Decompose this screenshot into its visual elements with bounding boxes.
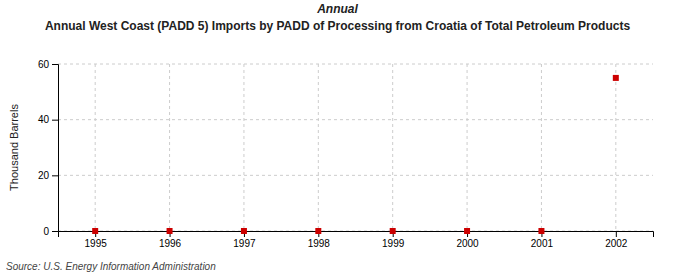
point xyxy=(390,228,396,234)
subtitle: Annual xyxy=(316,2,358,16)
y-tick-label: 0 xyxy=(43,226,49,237)
grid-line-y xyxy=(58,175,653,176)
grid-line-x xyxy=(95,64,96,231)
plot: 1995 1996 1997 1998 1999 2000 2001 2002 0 20 40 60 T… xyxy=(8,59,654,249)
x-tick-label: 1995 xyxy=(85,238,108,249)
title: Annual West Coast (PADD 5) Imports by PA… xyxy=(45,19,631,33)
y-tick: 40 xyxy=(38,114,58,125)
grid-line-y xyxy=(58,119,653,120)
grid-line-x xyxy=(467,64,468,231)
chart: Annual Annual West Coast (PADD 5) Imports… xyxy=(0,0,675,275)
x-axis: 1995 1996 1997 1998 1999 2000 2001 2002 xyxy=(59,231,654,249)
y-tick-mark xyxy=(52,231,58,232)
grid-line-x xyxy=(318,64,319,231)
y-axis: 0 20 40 60 xyxy=(38,59,59,237)
grid-line-x xyxy=(615,64,616,231)
x-tick-label: 1997 xyxy=(233,238,256,249)
y-tick: 20 xyxy=(38,170,58,181)
x-tick-label: 1998 xyxy=(308,238,331,249)
y-tick: 60 xyxy=(38,59,58,70)
point xyxy=(167,228,173,234)
y-axis-label: Thousand Barrels xyxy=(8,104,20,191)
y-tick-mark xyxy=(52,64,58,65)
point xyxy=(92,228,98,234)
point xyxy=(613,75,619,81)
x-tick-label: 2000 xyxy=(456,238,479,249)
point xyxy=(315,228,321,234)
annotation: Source: U.S. Energy Information Administ… xyxy=(6,261,216,272)
grid-line-x xyxy=(243,64,244,231)
x-tick-label: 2002 xyxy=(605,238,628,249)
x-tick-label: 1999 xyxy=(382,238,405,249)
y-tick-mark xyxy=(52,120,58,121)
y-tick-label: 60 xyxy=(38,59,50,70)
y-axis-line xyxy=(52,65,59,232)
y-tick-label: 20 xyxy=(38,170,50,181)
y-tick-mark xyxy=(52,175,58,176)
grid-line-x xyxy=(392,64,393,231)
point xyxy=(241,228,247,234)
x-tick-label: 1996 xyxy=(159,238,182,249)
grid-line-x xyxy=(169,64,170,231)
x-axis-line xyxy=(59,232,654,238)
marks xyxy=(92,75,619,234)
grid-line-x xyxy=(541,64,542,231)
point xyxy=(538,228,544,234)
y-tick: 0 xyxy=(43,226,58,237)
title-line: Annual West Coast (PADD 5) Imports by PA… xyxy=(45,19,631,33)
x-tick-label: 2001 xyxy=(531,238,554,249)
point xyxy=(464,228,470,234)
grid-line-y xyxy=(58,64,653,65)
y-tick-label: 40 xyxy=(38,114,50,125)
x-tick-mark xyxy=(616,231,617,237)
x-tick: 2002 xyxy=(605,231,628,249)
grid xyxy=(58,64,653,231)
